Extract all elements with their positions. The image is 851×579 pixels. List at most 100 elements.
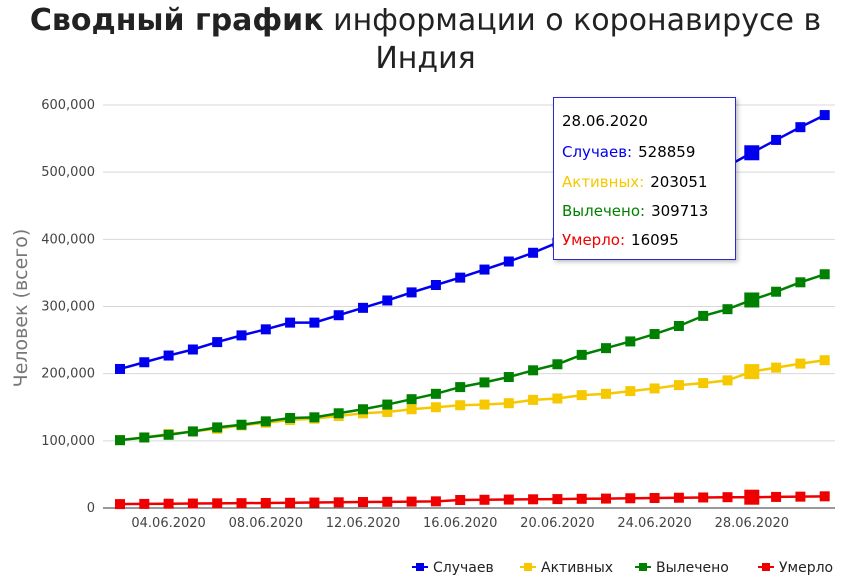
data-point[interactable] <box>698 492 709 503</box>
data-point[interactable] <box>115 499 125 510</box>
data-point[interactable] <box>601 388 611 399</box>
data-point[interactable] <box>309 317 320 328</box>
data-point[interactable] <box>455 382 466 393</box>
data-point[interactable] <box>406 287 417 298</box>
data-point[interactable] <box>236 419 247 430</box>
data-point[interactable] <box>698 378 709 389</box>
data-point[interactable] <box>819 110 830 121</box>
data-point[interactable] <box>552 494 563 505</box>
data-point[interactable] <box>503 372 514 383</box>
data-point[interactable] <box>430 402 441 413</box>
data-point[interactable] <box>212 337 223 348</box>
data-point[interactable] <box>528 365 539 376</box>
data-point[interactable] <box>601 493 611 504</box>
data-point[interactable] <box>673 320 684 331</box>
data-point[interactable] <box>139 498 150 509</box>
data-point[interactable] <box>333 497 344 508</box>
data-point[interactable] <box>503 494 514 505</box>
data-point[interactable] <box>503 398 514 409</box>
legend-item[interactable]: Вылечено <box>635 560 729 576</box>
legend-item[interactable]: Случаев <box>412 560 494 576</box>
data-point[interactable] <box>722 304 733 315</box>
data-point[interactable] <box>771 491 782 502</box>
data-point[interactable] <box>576 390 587 401</box>
data-point[interactable] <box>479 399 490 410</box>
data-point[interactable] <box>479 494 490 505</box>
data-point[interactable] <box>236 330 247 341</box>
data-point[interactable] <box>187 344 198 355</box>
data-point[interactable] <box>115 363 125 374</box>
data-point[interactable] <box>455 272 466 283</box>
data-point[interactable] <box>601 343 611 354</box>
data-point[interactable] <box>722 492 733 503</box>
data-point[interactable] <box>333 408 344 419</box>
data-point[interactable] <box>649 329 660 340</box>
legend-item[interactable]: Активных <box>520 560 613 576</box>
data-point[interactable] <box>649 492 660 503</box>
data-point[interactable] <box>163 350 174 361</box>
data-point[interactable] <box>358 404 368 415</box>
data-point[interactable] <box>744 364 760 380</box>
data-point[interactable] <box>212 422 223 433</box>
data-point[interactable] <box>673 492 684 503</box>
data-point[interactable] <box>358 497 368 508</box>
data-point[interactable] <box>430 496 441 507</box>
data-point[interactable] <box>139 357 150 368</box>
data-point[interactable] <box>722 375 733 386</box>
data-point[interactable] <box>406 404 417 415</box>
data-point[interactable] <box>115 435 125 446</box>
data-point[interactable] <box>430 388 441 399</box>
data-point[interactable] <box>528 394 539 405</box>
data-point[interactable] <box>382 399 393 410</box>
data-point[interactable] <box>771 286 782 297</box>
data-point[interactable] <box>479 264 490 275</box>
data-point[interactable] <box>795 277 806 288</box>
data-point[interactable] <box>819 491 830 502</box>
data-point[interactable] <box>744 292 760 308</box>
data-point[interactable] <box>576 493 587 504</box>
data-point[interactable] <box>819 269 830 280</box>
data-point[interactable] <box>698 310 709 321</box>
data-point[interactable] <box>819 355 830 366</box>
data-point[interactable] <box>139 432 150 443</box>
data-point[interactable] <box>260 497 271 508</box>
data-point[interactable] <box>744 489 760 505</box>
legend[interactable]: Случаев Активных Вылечено Умерло <box>412 560 833 576</box>
data-point[interactable] <box>333 310 344 321</box>
data-point[interactable] <box>382 496 393 507</box>
data-point[interactable] <box>744 145 760 161</box>
data-point[interactable] <box>358 302 368 313</box>
data-point[interactable] <box>479 377 490 388</box>
data-point[interactable] <box>212 498 223 509</box>
data-point[interactable] <box>260 324 271 335</box>
data-point[interactable] <box>455 495 466 506</box>
data-point[interactable] <box>771 134 782 145</box>
data-point[interactable] <box>163 498 174 509</box>
data-point[interactable] <box>260 416 271 427</box>
data-point[interactable] <box>382 295 393 306</box>
data-point[interactable] <box>649 383 660 394</box>
data-point[interactable] <box>285 412 296 423</box>
data-point[interactable] <box>552 359 563 370</box>
data-point[interactable] <box>309 412 320 423</box>
data-point[interactable] <box>163 429 174 440</box>
data-point[interactable] <box>625 493 636 504</box>
data-point[interactable] <box>528 247 539 258</box>
data-point[interactable] <box>795 122 806 133</box>
data-point[interactable] <box>503 256 514 267</box>
data-point[interactable] <box>795 491 806 502</box>
legend-item[interactable]: Умерло <box>758 560 833 576</box>
data-point[interactable] <box>285 497 296 508</box>
data-point[interactable] <box>406 496 417 507</box>
data-point[interactable] <box>576 349 587 360</box>
data-point[interactable] <box>285 317 296 328</box>
data-point[interactable] <box>236 498 247 509</box>
data-point[interactable] <box>552 393 563 404</box>
data-point[interactable] <box>382 406 393 417</box>
data-point[interactable] <box>625 336 636 347</box>
data-point[interactable] <box>771 362 782 373</box>
data-point[interactable] <box>187 426 198 437</box>
data-point[interactable] <box>625 386 636 397</box>
data-point[interactable] <box>673 380 684 391</box>
data-point[interactable] <box>187 498 198 509</box>
